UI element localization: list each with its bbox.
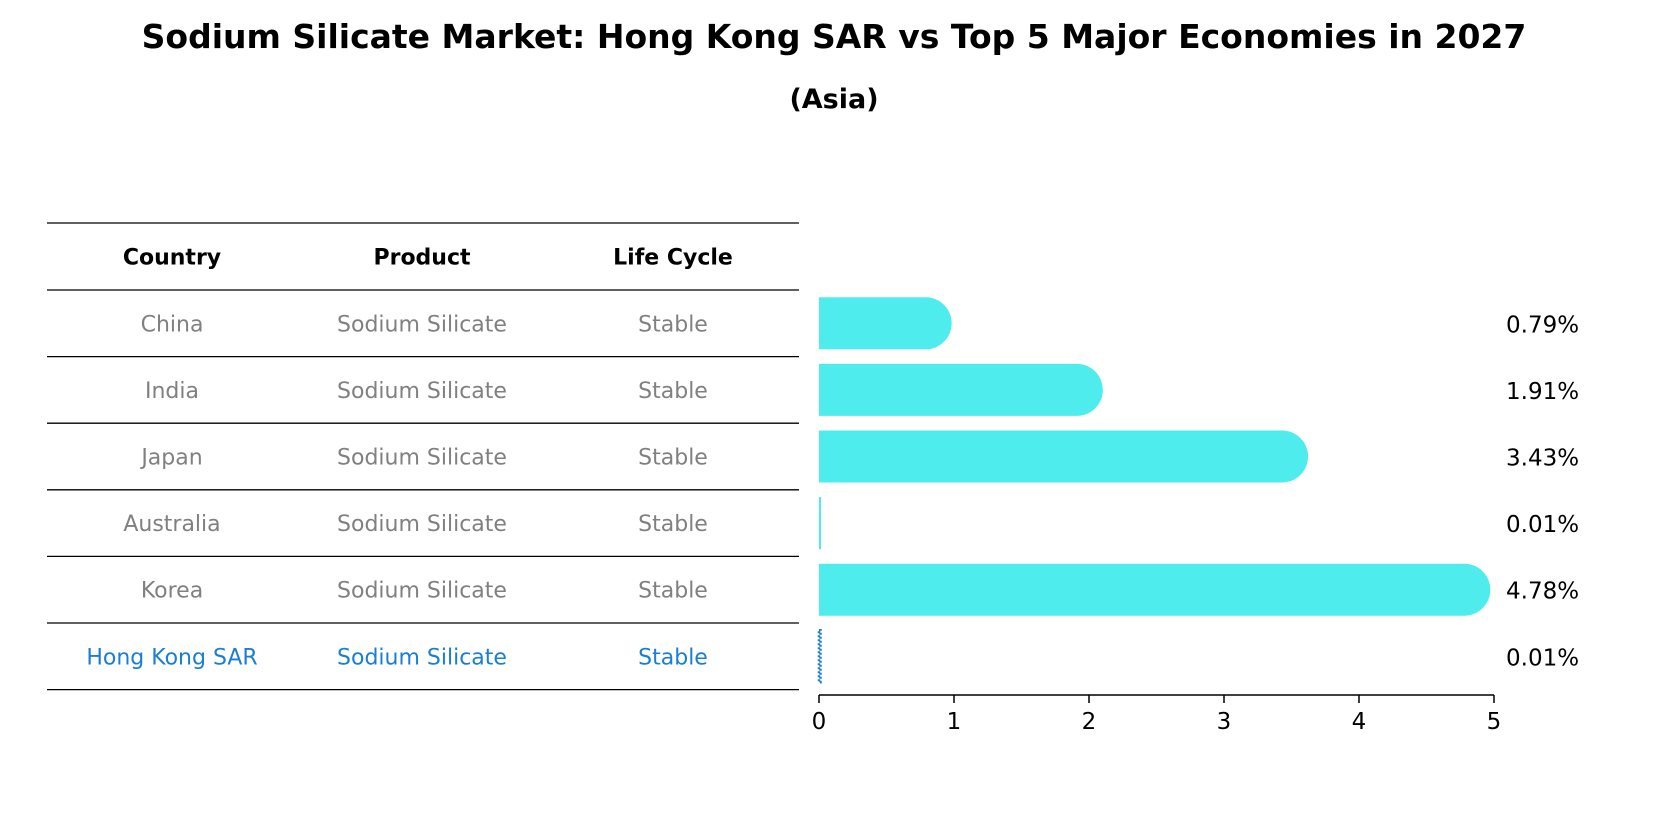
bar-india bbox=[819, 363, 1103, 416]
bar-value-label: 1.91% bbox=[1506, 379, 1579, 405]
table-cell-country: India bbox=[145, 379, 199, 404]
table-cell-life-cycle: Stable bbox=[638, 645, 708, 670]
chart-title: Sodium Silicate Market: Hong Kong SAR vs… bbox=[142, 17, 1527, 56]
x-tick-label: 4 bbox=[1352, 709, 1367, 735]
table-cell-life-cycle: Stable bbox=[638, 312, 708, 337]
bar-value-label: 4.78% bbox=[1506, 579, 1579, 605]
bar-korea bbox=[819, 563, 1491, 616]
bar-plot-area: 0.79% 1.91% 3.43% 0.01% 4.78% 0.01% bbox=[817, 297, 1579, 684]
table-cell-life-cycle: Stable bbox=[638, 579, 708, 604]
bar-australia bbox=[819, 497, 821, 550]
bar-japan bbox=[819, 430, 1309, 483]
table-cell-country: Australia bbox=[123, 512, 220, 537]
table-cell-product: Sodium Silicate bbox=[337, 379, 507, 404]
x-tick-label: 0 bbox=[812, 709, 827, 735]
x-tick-label: 3 bbox=[1217, 709, 1232, 735]
table-cell-country: Hong Kong SAR bbox=[86, 645, 257, 670]
chart-subtitle: (Asia) bbox=[789, 84, 878, 115]
bar-value-label: 0.79% bbox=[1506, 312, 1579, 338]
bar-value-label: 3.43% bbox=[1506, 446, 1579, 472]
data-table: Country Product Life Cycle China Sodium Sili… bbox=[47, 222, 799, 691]
table-cell-product: Sodium Silicate bbox=[337, 645, 507, 670]
table-life-cycle-header: Life Cycle bbox=[613, 246, 733, 271]
table-product-header: Product bbox=[373, 246, 471, 271]
table-cell-country: Korea bbox=[141, 579, 203, 604]
bar-china bbox=[819, 297, 952, 350]
table-cell-product: Sodium Silicate bbox=[337, 446, 507, 471]
x-axis: 0 1 2 3 4 5 bbox=[812, 694, 1502, 735]
x-tick-label: 2 bbox=[1082, 709, 1097, 735]
bar-value-label: 0.01% bbox=[1506, 645, 1579, 671]
x-tick-label: 5 bbox=[1487, 709, 1502, 735]
table-cell-product: Sodium Silicate bbox=[337, 579, 507, 604]
bar-hong-kong-sar bbox=[817, 629, 822, 684]
table-cell-country: Japan bbox=[139, 446, 202, 471]
table-cell-life-cycle: Stable bbox=[638, 512, 708, 537]
x-tick-label: 1 bbox=[947, 709, 962, 735]
table-cell-life-cycle: Stable bbox=[638, 446, 708, 471]
table-cell-product: Sodium Silicate bbox=[337, 312, 507, 337]
table-cell-country: China bbox=[141, 312, 204, 337]
table-cell-product: Sodium Silicate bbox=[337, 512, 507, 537]
bar-value-label: 0.01% bbox=[1506, 512, 1579, 538]
table-country-header: Country bbox=[123, 246, 221, 271]
table-cell-life-cycle: Stable bbox=[638, 379, 708, 404]
